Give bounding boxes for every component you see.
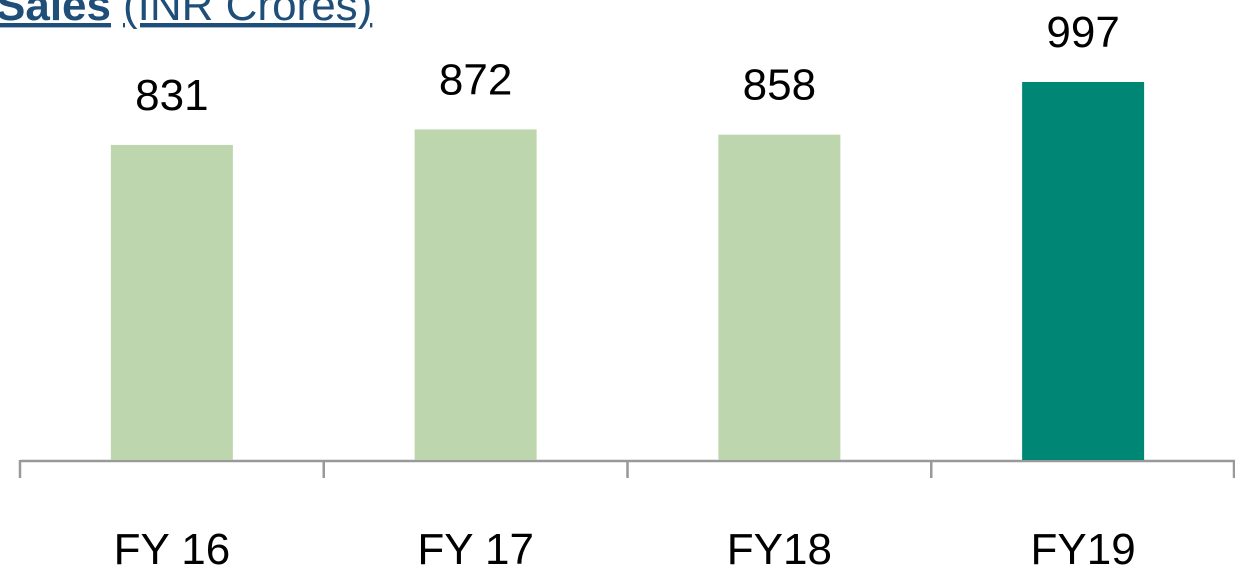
chart-subtitle: (INR Crores) bbox=[123, 0, 372, 30]
value-label: 997 bbox=[1046, 8, 1119, 57]
x-tick-label: FY 17 bbox=[417, 525, 534, 572]
value-label: 872 bbox=[439, 55, 512, 104]
value-label: 858 bbox=[743, 61, 816, 110]
bar bbox=[1022, 82, 1145, 460]
x-tick-label: FY 16 bbox=[114, 525, 231, 572]
chart-title: Sales bbox=[0, 0, 111, 30]
bar bbox=[110, 144, 233, 460]
x-tick-label: FY19 bbox=[1031, 525, 1136, 572]
value-label: 831 bbox=[135, 71, 208, 120]
chart-title-group: Sales (INR Crores) bbox=[0, 0, 372, 30]
bar bbox=[414, 129, 537, 460]
bar bbox=[718, 134, 841, 460]
x-tick-label: FY18 bbox=[727, 525, 832, 572]
